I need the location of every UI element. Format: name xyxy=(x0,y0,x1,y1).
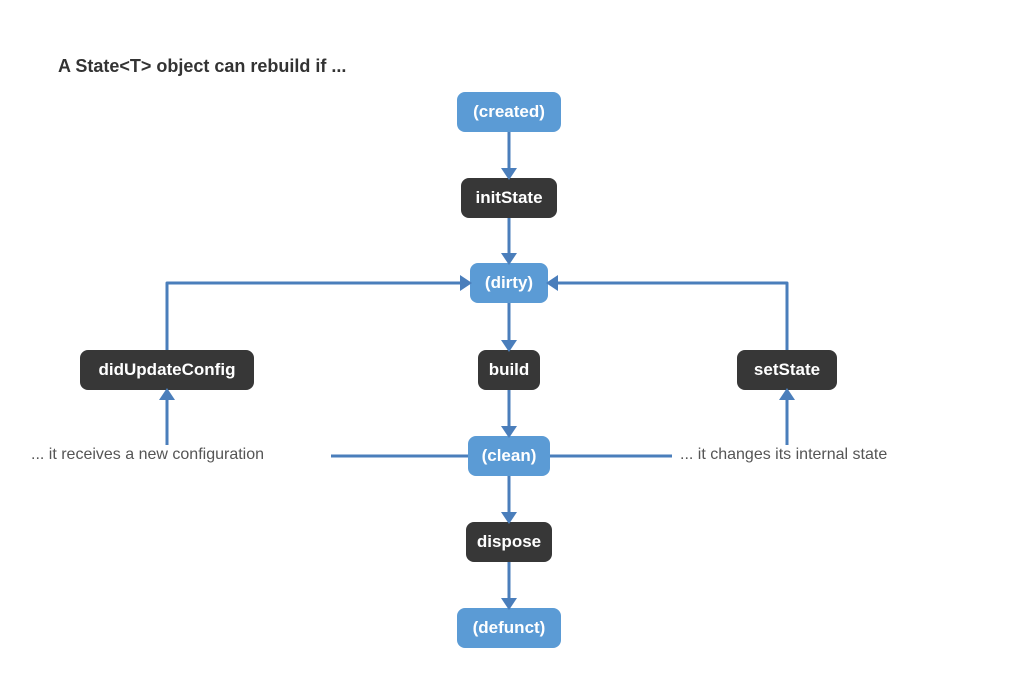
node-defunct: (defunct) xyxy=(457,608,561,648)
node-clean: (clean) xyxy=(468,436,550,476)
node-build: build xyxy=(478,350,540,390)
node-didupdateconfig: didUpdateConfig xyxy=(80,350,254,390)
label-left: ... it receives a new configuration xyxy=(31,446,264,464)
edge-e-didupd-dirty xyxy=(167,283,470,350)
diagram-stage: A State<T> object can rebuild if ... (cr… xyxy=(0,0,1011,688)
diagram-title: A State<T> object can rebuild if ... xyxy=(58,56,346,77)
node-dispose: dispose xyxy=(466,522,552,562)
edge-e-setst-dirty xyxy=(548,283,787,350)
label-right: ... it changes its internal state xyxy=(680,446,887,464)
node-created: (created) xyxy=(457,92,561,132)
node-initstate: initState xyxy=(461,178,557,218)
node-dirty: (dirty) xyxy=(470,263,548,303)
node-setstate: setState xyxy=(737,350,837,390)
